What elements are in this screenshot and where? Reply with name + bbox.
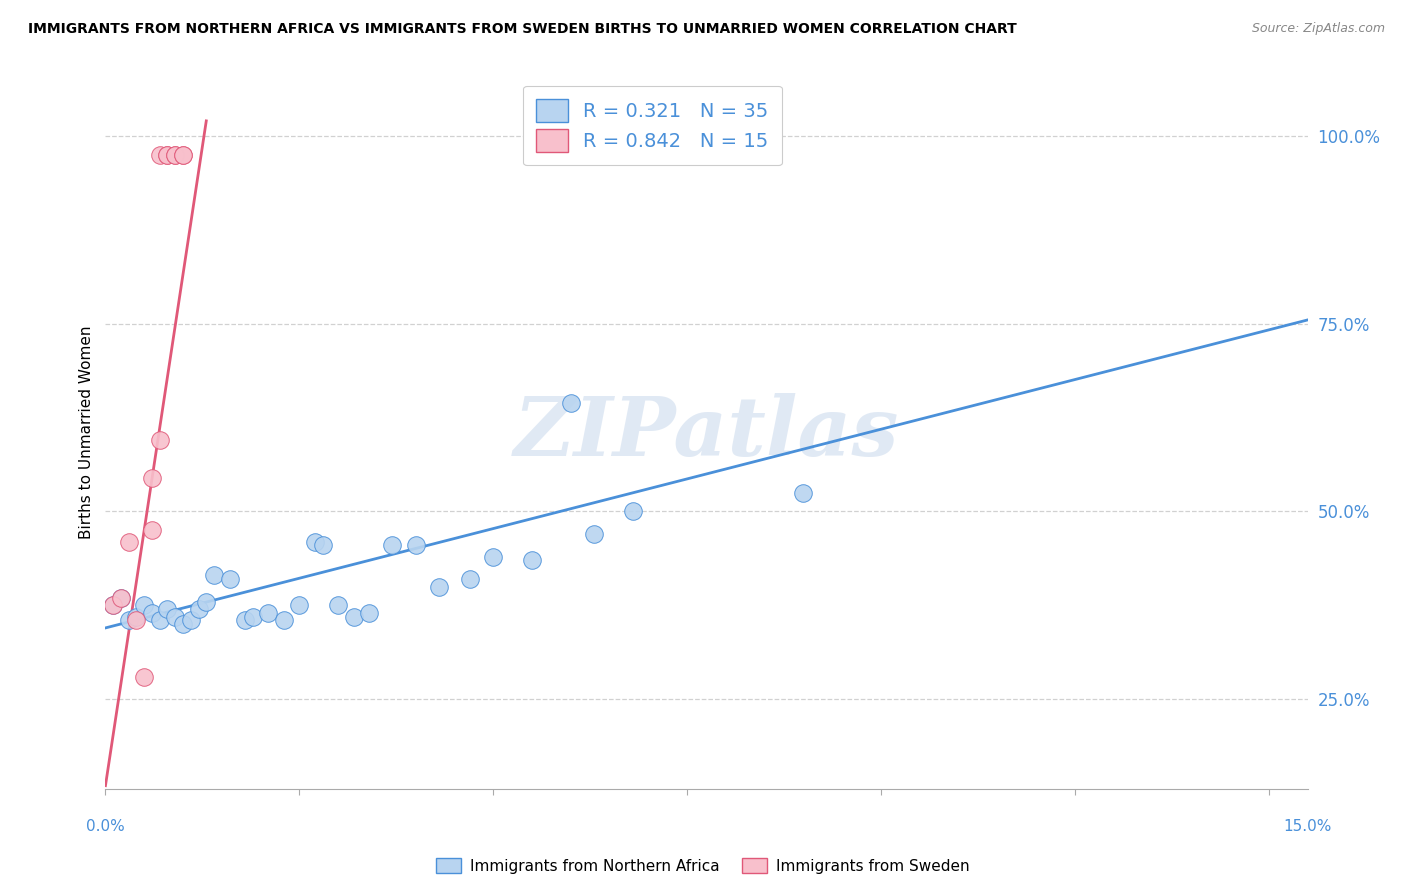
Point [165,147,187,161]
Point [583,527,606,541]
Point [103,599,125,613]
Point [405,538,427,552]
Point [134,670,156,684]
Point [273,614,295,628]
Point [343,609,366,624]
Point [304,534,326,549]
Point [560,395,582,409]
Text: ZIPatlas: ZIPatlas [513,392,900,473]
Y-axis label: Births to Unmarried Women: Births to Unmarried Women [79,326,94,540]
Point [141,606,163,620]
Point [103,599,125,613]
Text: 15.0%: 15.0% [1284,820,1331,834]
Point [156,147,179,161]
Point [427,580,450,594]
Point [482,549,505,564]
Point [172,617,194,632]
Point [520,553,543,567]
Point [233,614,256,628]
Point [134,599,156,613]
Text: 0.0%: 0.0% [86,820,125,834]
Point [311,538,333,552]
Point [257,606,280,620]
Text: IMMIGRANTS FROM NORTHERN AFRICA VS IMMIGRANTS FROM SWEDEN BIRTHS TO UNMARRIED WO: IMMIGRANTS FROM NORTHERN AFRICA VS IMMIG… [28,22,1017,37]
Point [180,614,202,628]
Point [242,609,264,624]
Point [195,594,218,608]
Point [621,504,644,518]
Point [1102,805,1125,819]
Point [165,609,187,624]
Point [187,602,209,616]
Legend: R = 0.321   N = 35, R = 0.842   N = 15: R = 0.321 N = 35, R = 0.842 N = 15 [523,86,782,165]
Point [458,572,481,586]
Point [110,591,132,605]
Point [156,147,179,161]
Point [118,614,141,628]
Point [172,147,194,161]
Point [1219,801,1241,815]
Point [792,485,814,500]
Point [110,591,132,605]
Point [202,568,225,582]
Point [141,523,163,537]
Point [172,147,194,161]
Point [156,602,179,616]
Legend: Immigrants from Northern Africa, Immigrants from Sweden: Immigrants from Northern Africa, Immigra… [430,852,976,880]
Point [165,147,187,161]
Point [125,609,148,624]
Point [986,801,1008,815]
Point [149,147,172,161]
Point [288,599,311,613]
Point [149,614,172,628]
Point [118,534,141,549]
Point [381,538,404,552]
Point [326,599,349,613]
Point [149,433,172,447]
Point [141,471,163,485]
Text: Source: ZipAtlas.com: Source: ZipAtlas.com [1251,22,1385,36]
Point [359,606,381,620]
Point [125,614,148,628]
Point [218,572,240,586]
